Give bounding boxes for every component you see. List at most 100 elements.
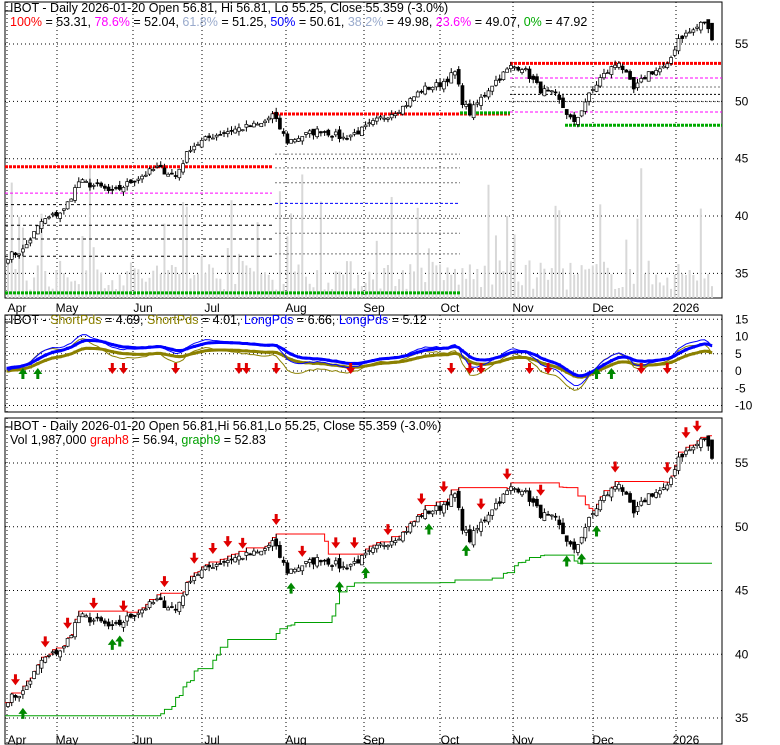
lower-candle xyxy=(423,509,428,519)
volume-bar xyxy=(241,260,244,298)
lower-candle xyxy=(415,516,420,523)
buy-arrow xyxy=(107,638,117,650)
volume-bar xyxy=(133,268,136,298)
short-pds-line-2-marker xyxy=(259,350,263,354)
long-pds-line-2-marker xyxy=(408,352,412,356)
volume-bar xyxy=(565,289,568,298)
volume-bar xyxy=(137,269,140,298)
volume-bar xyxy=(129,262,132,298)
month-label-lower: Dec xyxy=(592,733,613,745)
legend-bracket xyxy=(4,10,11,23)
lower-candle xyxy=(129,613,133,618)
price-candle xyxy=(456,69,461,85)
buy-arrow xyxy=(461,544,471,556)
volume-bar xyxy=(386,264,389,298)
volume-bar xyxy=(249,267,252,298)
lower-candle xyxy=(88,617,92,623)
long-pds-line-2-marker xyxy=(341,361,345,365)
long-pds-line-2-marker xyxy=(110,343,114,347)
lower-candle xyxy=(579,536,584,544)
price-candle xyxy=(438,82,442,88)
volume-bar xyxy=(506,216,509,298)
volume-bar xyxy=(323,289,326,298)
long-pds-line-2-marker xyxy=(185,347,189,351)
lower-candle xyxy=(706,435,711,447)
price-candle xyxy=(479,96,483,106)
volume-bar xyxy=(111,280,114,298)
price-candle xyxy=(568,114,573,118)
price-candle xyxy=(509,65,513,69)
buy-arrow xyxy=(592,525,602,537)
lower-candle xyxy=(564,535,569,542)
long-pds-line-2-marker xyxy=(632,358,636,362)
volume-bar xyxy=(681,273,684,298)
price-candle xyxy=(345,138,349,140)
short-pds-line-2-marker xyxy=(393,360,397,364)
oscillator-axis-label: 0 xyxy=(735,364,742,378)
lower-axis-label: 40 xyxy=(735,647,749,661)
price-candle xyxy=(35,225,40,235)
short-pds-line-2-marker xyxy=(565,370,569,374)
price-candle xyxy=(408,98,413,107)
price-candle xyxy=(333,131,338,136)
oscillator-axis-label: 5 xyxy=(735,347,742,361)
lower-candle xyxy=(222,561,226,563)
price-candle xyxy=(319,131,323,134)
sell-arrow xyxy=(159,576,169,588)
price-candle xyxy=(326,129,331,136)
long-pds-line-2-marker xyxy=(6,366,10,370)
lower-candle xyxy=(535,498,539,507)
month-label-lower: May xyxy=(56,733,79,745)
volume-bar xyxy=(33,277,36,298)
long-pds-line-2-marker xyxy=(535,354,539,358)
volume-bar xyxy=(189,278,192,298)
volume-bar xyxy=(70,281,73,298)
volume-bar xyxy=(416,207,419,298)
volume-bar xyxy=(178,273,181,298)
volume-bar xyxy=(383,268,386,298)
sell-arrow xyxy=(502,468,512,480)
lower-candle xyxy=(672,469,677,476)
volume-bar xyxy=(677,264,680,298)
short-pds-line-2-marker xyxy=(244,349,248,353)
price-candle xyxy=(47,216,51,219)
long-pds-line-2-marker xyxy=(289,352,293,356)
fib-legend-item: 23.6% = 49.07, xyxy=(435,15,524,29)
long-pds-line-2-marker xyxy=(364,360,368,364)
price-candle xyxy=(393,113,398,116)
volume-bar xyxy=(629,269,632,298)
volume-bar xyxy=(692,275,695,298)
short-pds-line-2-marker xyxy=(371,363,375,367)
price-candle xyxy=(382,117,387,120)
volume-bar xyxy=(264,272,267,298)
oscillator-legend-item: ShortPds = 4.69, xyxy=(50,313,148,327)
volume-bar xyxy=(673,274,676,298)
short-pds-line-2-marker xyxy=(274,351,278,355)
lower-candle xyxy=(665,484,670,490)
graph-legend-item: graph9 = 52.83 xyxy=(181,433,266,447)
sell-arrow xyxy=(234,363,244,374)
lower-candle xyxy=(99,617,103,622)
price-candle xyxy=(672,49,677,56)
price-candle xyxy=(698,21,703,31)
sell-arrow xyxy=(171,363,181,374)
volume-bar xyxy=(88,163,91,298)
lower-candle xyxy=(482,519,487,522)
volume-bar xyxy=(521,285,524,298)
sell-arrow xyxy=(331,537,341,549)
long-pds-line-2-marker xyxy=(662,357,666,361)
sell-arrow xyxy=(238,537,248,549)
volume-bar xyxy=(364,282,367,298)
short-pds-line-2-marker xyxy=(602,366,606,370)
long-pds-line-2-marker xyxy=(490,357,494,361)
volume-bar xyxy=(398,279,401,298)
volume-bar xyxy=(77,284,80,298)
long-pds-line-2-marker xyxy=(446,346,450,350)
short-pds-line-2-marker xyxy=(103,348,107,352)
lower-candle xyxy=(445,501,450,506)
lower-candle xyxy=(326,558,331,565)
volume-bar xyxy=(196,274,199,298)
volume-bar xyxy=(569,262,572,298)
short-pds-line-2-marker xyxy=(229,348,233,352)
price-candle xyxy=(233,128,238,134)
